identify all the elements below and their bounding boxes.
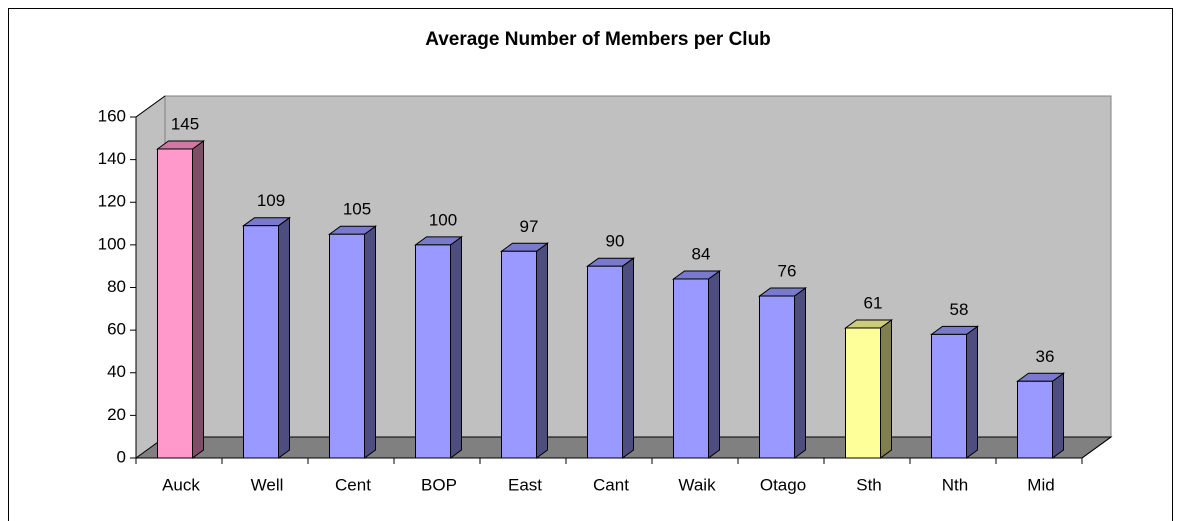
bar (1017, 380, 1053, 459)
bar-side (794, 287, 806, 459)
x-tick-label: Cant (593, 475, 629, 494)
value-label: 90 (606, 232, 625, 251)
x-axis-depth (1081, 436, 1112, 459)
bar (845, 327, 881, 459)
bar-side (966, 325, 978, 459)
y-tick-label: 120 (98, 192, 126, 211)
x-tick-label: Cent (335, 475, 371, 494)
x-tick-label: Sth (856, 475, 882, 494)
bar (415, 244, 451, 459)
x-tick-label: Nth (942, 475, 968, 494)
x-tick-label: Well (251, 475, 284, 494)
value-label: 58 (950, 300, 969, 319)
x-tick-label: Otago (760, 475, 806, 494)
y-tick-label: 20 (107, 405, 126, 424)
value-label: 97 (520, 217, 539, 236)
x-tick-label: BOP (421, 475, 457, 494)
y-tick-label: 100 (98, 234, 126, 253)
bar-side (880, 319, 892, 459)
x-tick-label: Mid (1027, 475, 1054, 494)
bar-side (450, 235, 462, 459)
y-axis-depth (135, 95, 166, 118)
bar (759, 295, 795, 459)
bar (587, 265, 623, 459)
y-tick-label: 40 (107, 362, 126, 381)
value-label: 100 (429, 210, 457, 229)
value-label: 36 (1036, 347, 1055, 366)
y-tick-label: 60 (107, 320, 126, 339)
y-tick-label: 80 (107, 277, 126, 296)
bar (329, 233, 365, 459)
bar-side (364, 225, 376, 459)
bar-side (622, 257, 634, 459)
bar-side (536, 242, 548, 459)
y-tick-label: 0 (117, 447, 126, 466)
value-label: 76 (778, 262, 797, 281)
x-tick-label: Auck (162, 475, 200, 494)
bar (243, 225, 279, 459)
value-label: 109 (257, 191, 285, 210)
value-label: 145 (171, 114, 199, 133)
bar-side (278, 216, 290, 459)
bar (501, 250, 537, 459)
chart-title: Average Number of Members per Club (425, 29, 771, 50)
value-label: 61 (864, 293, 883, 312)
bar-side (708, 269, 720, 459)
bar-side (1052, 372, 1064, 459)
bar (931, 333, 967, 459)
y-tick-label: 140 (98, 149, 126, 168)
x-tick-label: Waik (678, 475, 716, 494)
bar (157, 148, 193, 459)
y-tick-label: 160 (98, 106, 126, 125)
value-label: 84 (692, 244, 711, 263)
x-tick-label: East (508, 475, 542, 494)
bar (673, 278, 709, 459)
bar-side (192, 139, 204, 459)
value-label: 105 (343, 200, 371, 219)
